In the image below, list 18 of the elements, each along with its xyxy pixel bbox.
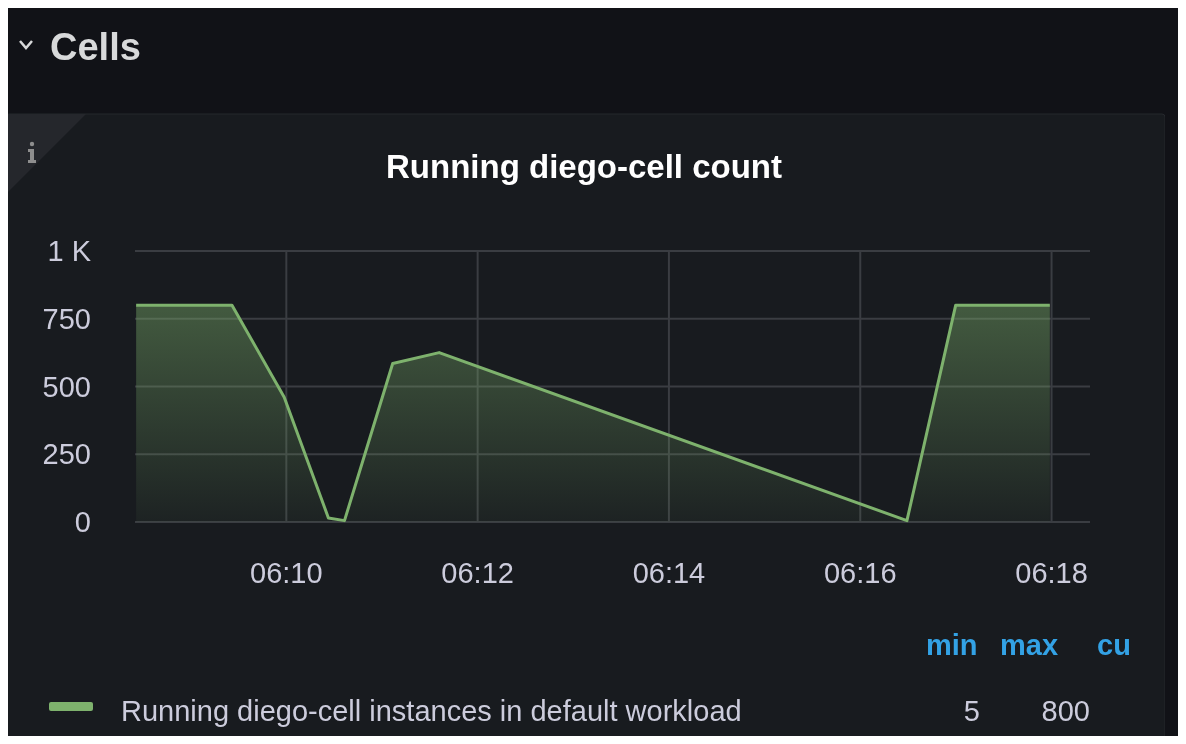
text: 5 xyxy=(963,695,980,727)
chart-title: Running diego-cell count xyxy=(386,148,782,185)
x-tick-label: 06:16 xyxy=(823,557,897,589)
text: Cells xyxy=(50,26,141,68)
y-tick-label: 0 xyxy=(74,506,91,539)
y-tick-label: 750 xyxy=(42,302,91,335)
y-tick-label: 250 xyxy=(42,438,91,471)
text: max xyxy=(1000,629,1059,661)
x-tick-label: 06:18 xyxy=(1015,557,1088,589)
x-tick-label: 06:14 xyxy=(632,557,706,589)
y-tick-label: 500 xyxy=(42,370,91,403)
x-tick-label: 06:12 xyxy=(441,557,514,589)
text: min xyxy=(926,629,978,661)
text: cu xyxy=(1097,629,1131,661)
text: 800 xyxy=(1041,695,1090,727)
legend-label: Running diego-cell instances in default workload xyxy=(121,695,742,727)
y-tick-label: 1 K xyxy=(47,235,92,268)
x-tick-label: 06:10 xyxy=(250,557,323,589)
